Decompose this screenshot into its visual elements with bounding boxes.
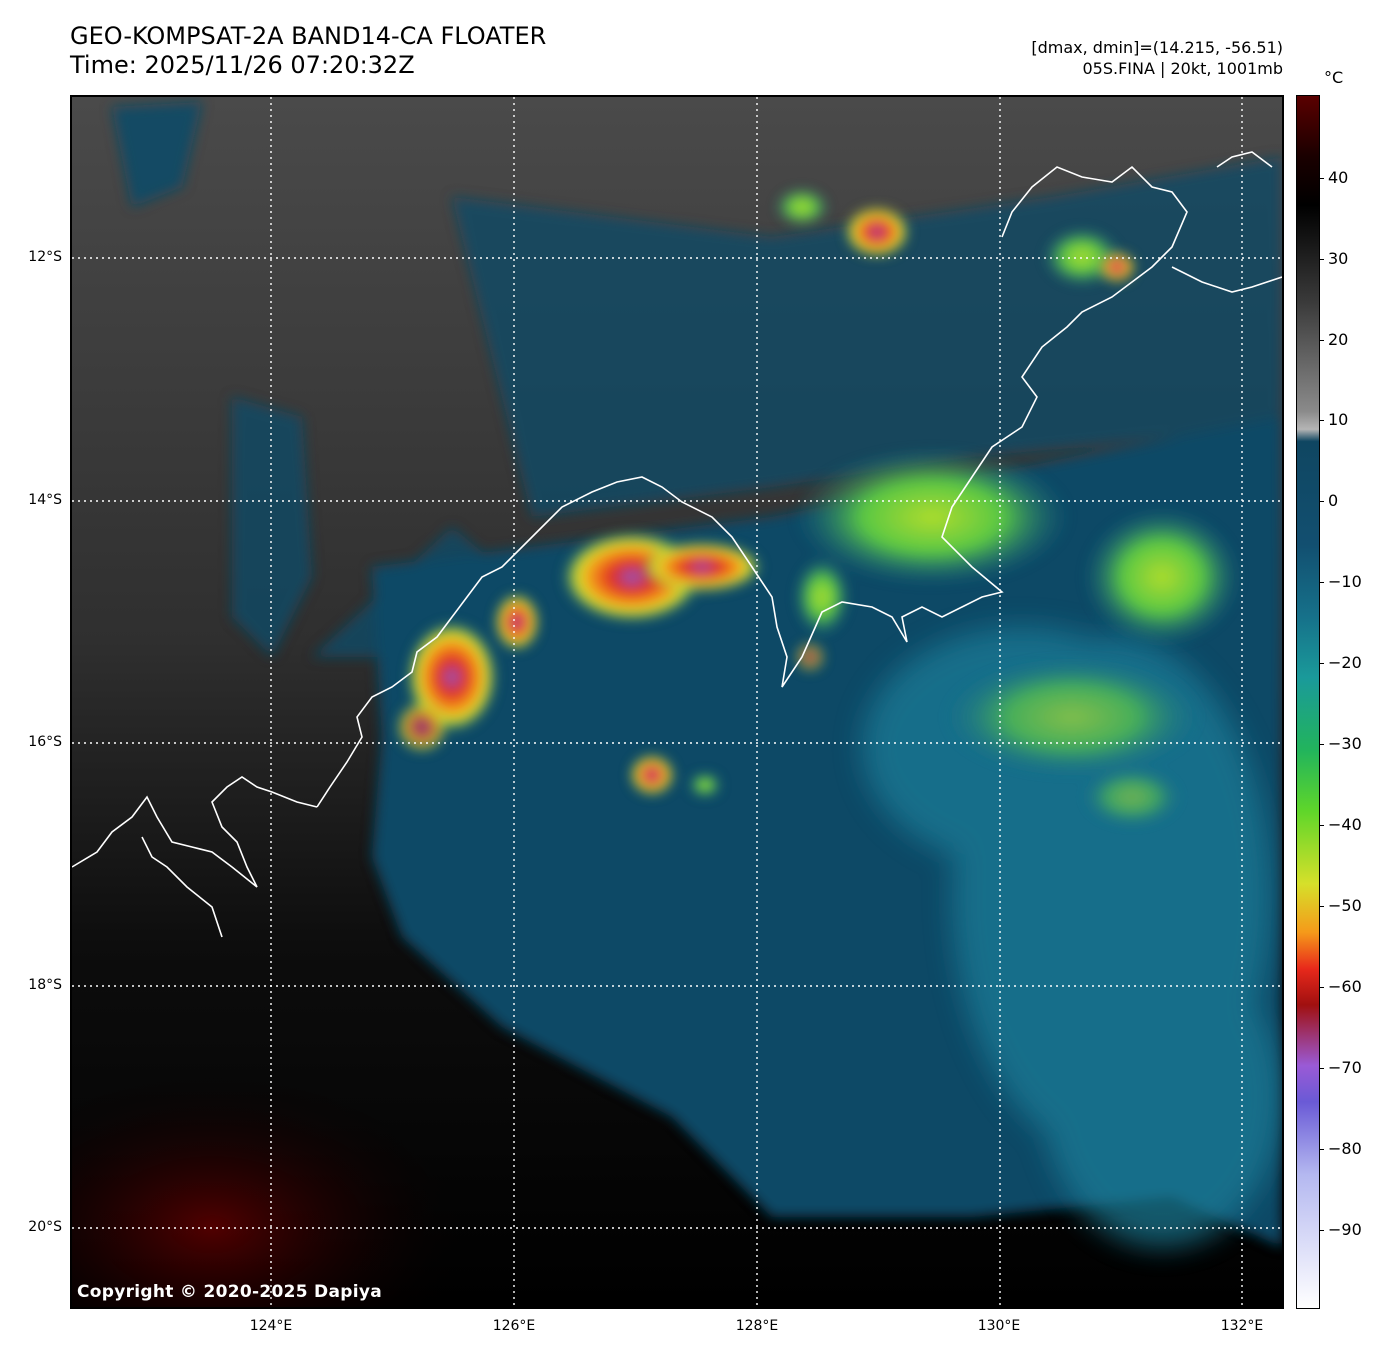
data-range-text: [dmax, dmin]=(14.215, -56.51) bbox=[1031, 38, 1283, 57]
lat-lon-gridlines bbox=[72, 97, 1282, 1307]
lon-label-132e: 132°E bbox=[1220, 1318, 1264, 1334]
colorbar-tick: 30 bbox=[1328, 249, 1349, 268]
colorbar-tick: −30 bbox=[1328, 734, 1362, 753]
colorbar-tick: −80 bbox=[1328, 1139, 1362, 1158]
title-line-product: GEO-KOMPSAT-2A BAND14-CA FLOATER bbox=[70, 22, 547, 50]
lat-label-20s: 20°S bbox=[28, 1219, 62, 1235]
colorbar-tick: −40 bbox=[1328, 815, 1362, 834]
lon-label-126e: 126°E bbox=[492, 1318, 536, 1334]
lon-label-128e: 128°E bbox=[735, 1318, 779, 1334]
lat-label-16s: 16°S bbox=[28, 734, 62, 750]
colorbar-tick: 10 bbox=[1328, 410, 1349, 429]
colorbar-tick: −20 bbox=[1328, 653, 1362, 672]
coastline-outline bbox=[72, 151, 1282, 938]
lat-label-14s: 14°S bbox=[28, 492, 62, 508]
colorbar-tick: −50 bbox=[1328, 896, 1362, 915]
colorbar-unit: °C bbox=[1324, 68, 1344, 87]
copyright-text: Copyright © 2020-2025 Dapiya bbox=[77, 1282, 382, 1302]
colorbar-tick: 0 bbox=[1328, 491, 1339, 510]
colorbar-tick: 20 bbox=[1328, 330, 1349, 349]
satellite-map[interactable]: Copyright © 2020-2025 Dapiya bbox=[70, 95, 1284, 1309]
temperature-colorbar bbox=[1296, 95, 1320, 1309]
title-line-time: Time: 2025/11/26 07:20:32Z bbox=[70, 51, 415, 79]
figure-meta: [dmax, dmin]=(14.215, -56.51) 05S.FINA |… bbox=[1031, 37, 1283, 79]
lat-label-12s: 12°S bbox=[28, 249, 62, 265]
colorbar-tick: −70 bbox=[1328, 1058, 1362, 1077]
colorbar-tick: −10 bbox=[1328, 572, 1362, 591]
lon-label-124e: 124°E bbox=[249, 1318, 293, 1334]
colorbar-tick: −90 bbox=[1328, 1220, 1362, 1239]
satellite-imagery bbox=[72, 97, 1282, 1307]
lat-label-18s: 18°S bbox=[28, 977, 62, 993]
colorbar-tick: −60 bbox=[1328, 977, 1362, 996]
storm-info-text: 05S.FINA | 20kt, 1001mb bbox=[1082, 59, 1283, 78]
figure-title: GEO-KOMPSAT-2A BAND14-CA FLOATER Time: 2… bbox=[70, 22, 546, 80]
lon-label-130e: 130°E bbox=[977, 1318, 1021, 1334]
colorbar-tick: 40 bbox=[1328, 168, 1349, 187]
